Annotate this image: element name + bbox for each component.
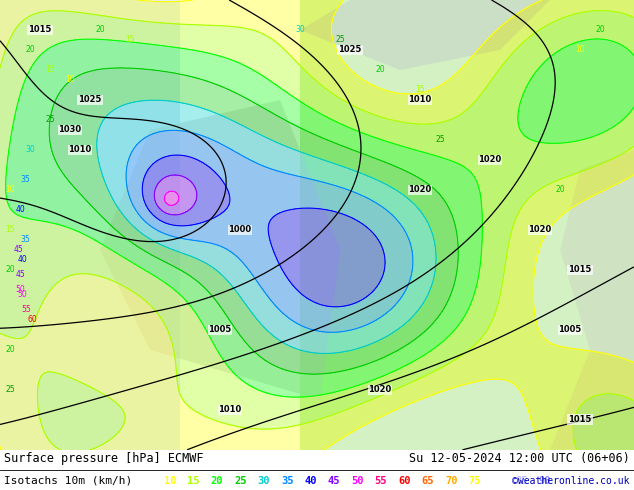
Text: 35: 35 [20,235,30,245]
Text: 40: 40 [15,205,25,215]
Text: ©weatheronline.co.uk: ©weatheronline.co.uk [512,476,630,486]
Text: 20: 20 [555,185,565,195]
Text: 1010: 1010 [218,405,242,415]
Text: 1025: 1025 [79,96,101,104]
Text: 50: 50 [351,476,364,486]
Text: 20: 20 [5,345,15,354]
Text: 30: 30 [295,25,305,34]
Text: 25: 25 [234,476,247,486]
Text: 75: 75 [469,476,481,486]
Text: Surface pressure [hPa] ECMWF: Surface pressure [hPa] ECMWF [4,452,204,466]
Text: 30: 30 [257,476,270,486]
Text: 55: 55 [375,476,387,486]
Text: 40: 40 [17,255,27,265]
Text: 40: 40 [304,476,317,486]
Text: 1015: 1015 [568,266,592,274]
Text: 45: 45 [13,245,23,254]
Text: 1020: 1020 [408,185,432,195]
Text: 50: 50 [15,285,25,294]
Text: 35: 35 [281,476,294,486]
Text: 1010: 1010 [68,146,92,154]
Text: 50: 50 [17,291,27,299]
Text: 10: 10 [164,476,176,486]
Text: 20: 20 [375,66,385,74]
Text: 15: 15 [5,225,15,234]
Text: 60: 60 [398,476,411,486]
Text: 1005: 1005 [209,325,231,334]
Text: 1020: 1020 [368,385,392,394]
Text: 1015: 1015 [29,25,52,34]
Text: 1010: 1010 [408,96,432,104]
Text: 25: 25 [335,35,345,45]
Polygon shape [100,100,340,400]
Text: 90: 90 [539,476,551,486]
Text: 30: 30 [25,146,35,154]
Text: 10: 10 [575,46,585,54]
Text: 45: 45 [328,476,340,486]
Text: 25: 25 [45,116,55,124]
Text: 1030: 1030 [58,125,82,134]
Text: 55: 55 [21,305,31,315]
Text: 85: 85 [515,476,528,486]
Text: 15: 15 [187,476,200,486]
Text: 20: 20 [5,266,15,274]
Text: 70: 70 [445,476,458,486]
Text: 25: 25 [5,385,15,394]
Text: 20: 20 [210,476,223,486]
Polygon shape [300,0,634,450]
Text: 60: 60 [27,316,37,324]
Text: 1020: 1020 [528,225,552,234]
Polygon shape [300,0,550,70]
Text: 1015: 1015 [568,416,592,424]
Text: 15: 15 [45,66,55,74]
Polygon shape [0,0,180,450]
Text: 1000: 1000 [228,225,252,234]
Polygon shape [550,150,634,450]
Text: 15: 15 [415,85,425,95]
Text: 10: 10 [5,185,15,195]
Text: 1020: 1020 [479,155,501,165]
Text: 20: 20 [595,25,605,34]
Text: 15: 15 [125,35,135,45]
Text: 1025: 1025 [339,46,361,54]
Text: Su 12-05-2024 12:00 UTC (06+06): Su 12-05-2024 12:00 UTC (06+06) [409,452,630,466]
Text: 45: 45 [15,270,25,279]
Text: 25: 25 [435,135,445,145]
Text: 20: 20 [25,46,35,54]
Text: 65: 65 [422,476,434,486]
Text: Isotachs 10m (km/h): Isotachs 10m (km/h) [4,476,133,486]
Text: 35: 35 [20,175,30,184]
Text: 10: 10 [65,75,75,84]
Text: 20: 20 [95,25,105,34]
Text: 80: 80 [492,476,505,486]
Text: 1005: 1005 [559,325,581,334]
